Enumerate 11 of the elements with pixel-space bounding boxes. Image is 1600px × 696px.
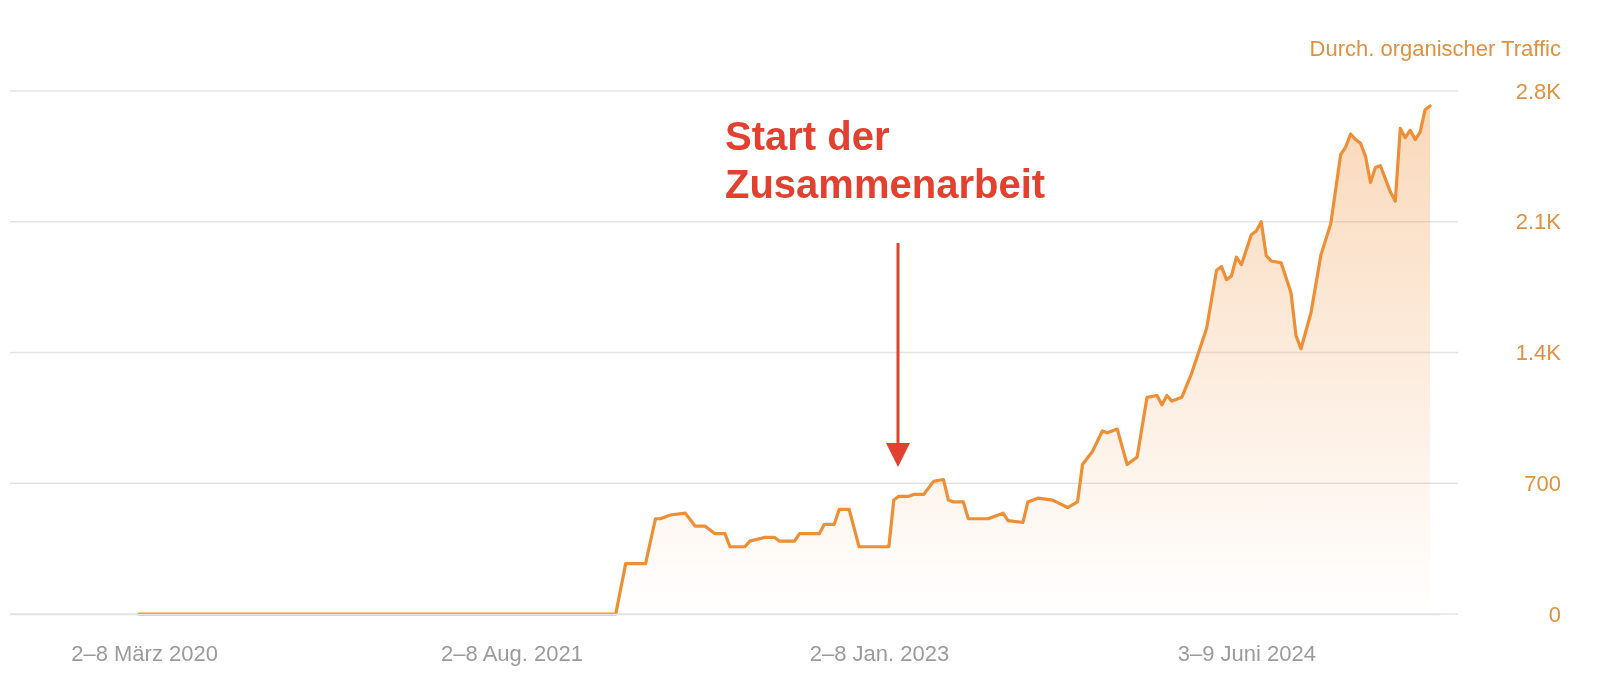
x-tick-label: 2–8 Jan. 2023 <box>809 640 950 666</box>
y-tick-label: 1.4K <box>1515 340 1562 366</box>
x-tick-label: 2–8 Aug. 2021 <box>441 640 583 666</box>
annotation: Start der Zusammenarbeit <box>725 114 1046 206</box>
y-tick-label: 2.8K <box>1515 78 1562 104</box>
y-tick-label: 2.1K <box>1515 209 1562 235</box>
y-tick-label: 0 <box>1548 601 1561 627</box>
y-axis-title: Durch. organischer Traffic <box>1309 36 1561 61</box>
y-tick-label: 700 <box>1524 470 1561 496</box>
x-tick-label: 3–9 Juni 2024 <box>1177 640 1316 666</box>
x-tick-label: 2–8 März 2020 <box>71 640 218 666</box>
